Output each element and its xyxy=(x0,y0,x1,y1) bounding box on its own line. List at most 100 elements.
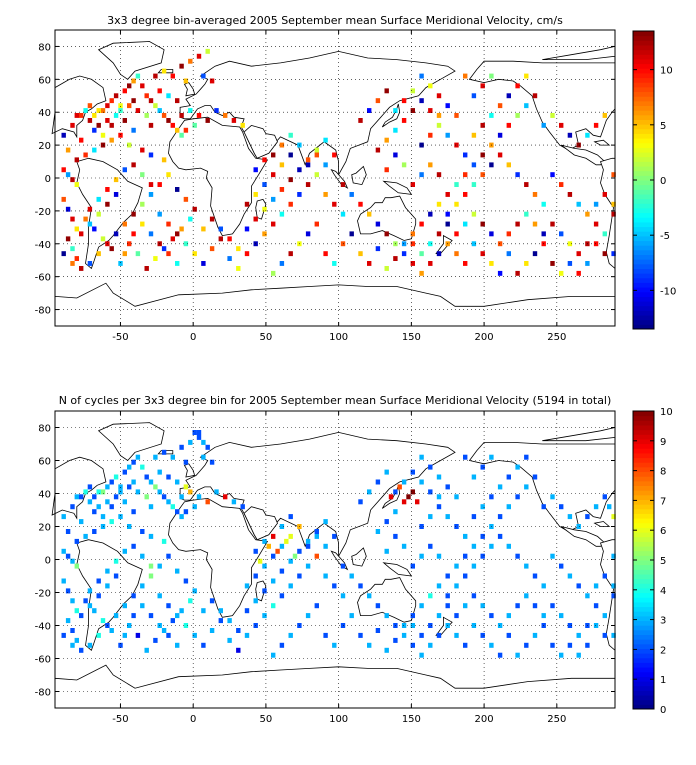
bin-cell xyxy=(480,464,485,470)
bin-cell xyxy=(83,216,88,222)
bin-cell xyxy=(463,152,468,158)
bin-cell xyxy=(179,514,184,520)
bin-cell xyxy=(201,439,206,445)
colorbar-step xyxy=(633,207,654,214)
bin-cell xyxy=(515,494,520,500)
bin-cell xyxy=(550,603,555,609)
bin-cell xyxy=(262,182,267,187)
bin-cell xyxy=(74,538,79,544)
bin-cell xyxy=(454,613,459,619)
colorbar-step xyxy=(633,133,654,139)
bin-cell xyxy=(140,147,145,153)
colorbar-step xyxy=(633,653,654,659)
bin-cell xyxy=(109,519,114,525)
bin-cell xyxy=(401,623,407,628)
x-tick-label: 200 xyxy=(475,714,494,725)
bin-cell xyxy=(253,192,258,197)
bin-cell xyxy=(74,113,79,118)
bin-cell xyxy=(445,211,450,217)
bin-cell xyxy=(384,613,389,619)
bin-cell xyxy=(113,474,119,480)
bin-cell xyxy=(471,474,477,480)
bin-cell xyxy=(240,504,245,510)
colorbar-tick-label: 8 xyxy=(660,467,666,478)
bin-cell xyxy=(410,642,415,648)
bin-cell xyxy=(576,201,581,207)
bin-cell xyxy=(122,469,127,475)
bin-cell xyxy=(541,201,546,207)
coastline-shape xyxy=(255,198,267,220)
bin-cell xyxy=(131,593,136,599)
bin-cell xyxy=(576,632,581,638)
bin-cell xyxy=(532,93,538,99)
bin-cell xyxy=(148,182,154,187)
bin-cell xyxy=(410,489,415,495)
bin-cell xyxy=(428,464,433,470)
bin-cell xyxy=(305,157,311,163)
bin-cell xyxy=(105,103,110,109)
x-tick-label: 0 xyxy=(190,332,196,343)
bin-cell xyxy=(166,553,171,559)
bin-cell xyxy=(92,509,97,515)
bin-cell xyxy=(227,256,232,261)
coastline-shape xyxy=(593,521,611,527)
bin-cell xyxy=(109,504,114,510)
bin-cell xyxy=(157,182,162,187)
bin-cell xyxy=(593,201,599,207)
bin-cell xyxy=(428,489,433,495)
bin-cell xyxy=(332,642,337,648)
bin-cell xyxy=(497,132,503,138)
bin-cell xyxy=(87,499,93,505)
bin-cell xyxy=(593,583,599,589)
cycles-panel: N of cycles per 3x3 degree bin for 2005 … xyxy=(35,394,673,725)
colorbar-tick-label: 9 xyxy=(660,437,666,448)
bin-cell xyxy=(436,504,442,510)
bin-cell xyxy=(454,182,459,187)
bin-cell xyxy=(489,261,494,266)
bin-cell xyxy=(262,538,267,544)
bin-cell xyxy=(611,632,616,638)
bin-cell xyxy=(96,593,101,599)
bin-cell xyxy=(279,524,285,529)
colorbar-step xyxy=(633,462,654,468)
bin-cell xyxy=(96,489,101,495)
bin-cell xyxy=(305,231,311,237)
bin-cell xyxy=(305,543,311,549)
bin-cell xyxy=(524,454,529,460)
bin-cell xyxy=(471,241,477,247)
bin-cell xyxy=(70,122,75,128)
colorbar-step xyxy=(633,532,654,538)
colorbar-step xyxy=(633,569,654,575)
bin-cell xyxy=(358,583,363,589)
bin-cell xyxy=(602,251,607,257)
colorbar-step xyxy=(633,466,654,473)
bin-cell xyxy=(480,603,485,609)
bin-cell xyxy=(205,118,210,123)
bin-cell xyxy=(428,241,433,247)
bin-cell xyxy=(218,236,223,242)
x-tick-label: 100 xyxy=(329,714,348,725)
bin-cell xyxy=(445,593,450,599)
bin-cell xyxy=(70,598,75,604)
coastline-shape xyxy=(243,506,278,541)
bin-cell xyxy=(497,152,503,158)
bin-cell xyxy=(358,499,363,505)
bin-cell xyxy=(170,618,175,624)
bin-cell xyxy=(166,603,171,609)
bin-cell xyxy=(401,499,407,505)
colorbar-tick-label: 0 xyxy=(660,705,666,716)
bin-cell xyxy=(419,142,424,148)
bin-cell xyxy=(161,538,167,544)
bin-cell xyxy=(170,504,175,510)
bin-cell xyxy=(463,642,468,648)
bin-cell xyxy=(127,83,132,89)
bin-cell xyxy=(428,108,433,113)
bin-cell xyxy=(585,514,590,520)
bin-cell xyxy=(175,568,180,574)
bin-cell xyxy=(367,108,372,113)
bin-cell xyxy=(127,241,132,247)
velocity-colorbar: -10 -5 0 5 10 xyxy=(632,30,676,330)
bin-cell xyxy=(384,266,389,271)
bin-cell xyxy=(489,73,494,79)
